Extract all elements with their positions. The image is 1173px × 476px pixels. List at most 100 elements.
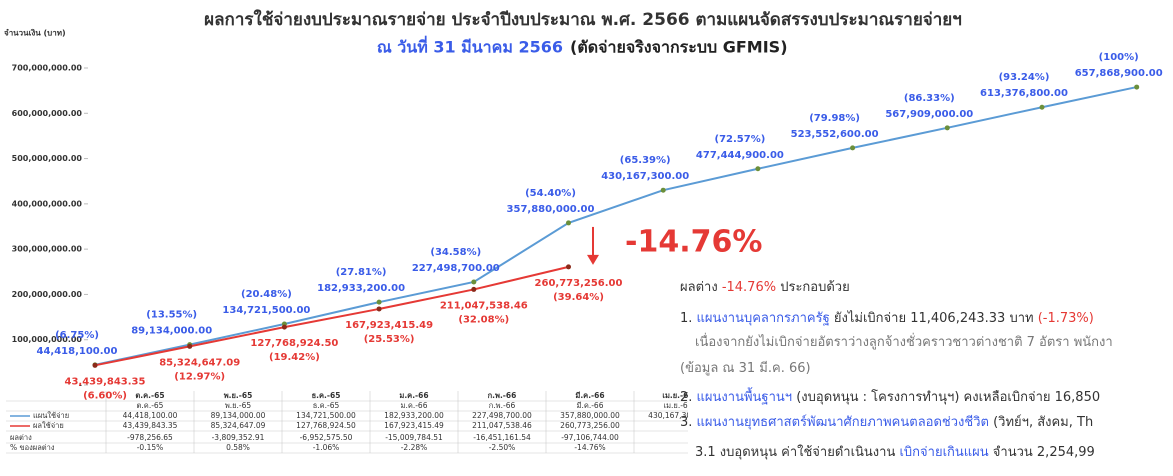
data-point: [376, 306, 382, 312]
percent-label: (25.53%): [364, 334, 415, 345]
table-cell: 43,439,843.35: [123, 421, 178, 430]
data-point: [566, 220, 571, 226]
table-cell: 127,768,924.50: [296, 421, 356, 430]
percent-label: (100%): [1099, 52, 1139, 63]
data-point: [376, 299, 382, 305]
y-axis-label: จำนวนเงิน (บาท): [4, 29, 66, 38]
y-tick-label: 500,000,000.00: [12, 154, 83, 163]
x-tick-label: มี.ค.-66: [575, 391, 604, 400]
value-label: 357,880,000.00: [507, 204, 595, 215]
value-label: 260,773,256.00: [535, 278, 623, 289]
annotation: -14.76%: [625, 225, 762, 260]
table-row-label: ผลต่าง: [10, 433, 32, 442]
note-segment: (ข้อมูล ณ 31 มี.ค. 66): [680, 360, 811, 376]
note-line: 2. แผนงานพื้นฐานฯ (งบอุดหนุน : โครงการทำ…: [680, 387, 1100, 405]
note-segment: 3.: [680, 415, 697, 430]
value-label: 657,868,900.00: [1075, 68, 1163, 79]
table-header: ม.ค.-66: [401, 401, 428, 410]
percent-label: (86.33%): [904, 93, 955, 104]
table-header: พ.ย.-65: [225, 401, 252, 410]
note-segment: ผลต่าง: [680, 280, 722, 295]
table-cell: 182,933,200.00: [384, 411, 444, 420]
data-point: [660, 187, 666, 193]
value-label: 227,498,700.00: [412, 263, 500, 274]
table-cell: 430,167,300.00: [648, 411, 708, 420]
percent-label: (32.08%): [458, 314, 509, 325]
data-point: [471, 286, 477, 292]
data-point: [187, 343, 193, 349]
data-point: [944, 125, 950, 131]
percent-label: (6.60%): [83, 390, 127, 401]
value-label: 167,923,415.49: [345, 320, 433, 331]
note-line: เนื่องจากยังไม่เบิกจ่ายอัตราว่างลูกจ้างช…: [695, 333, 1113, 350]
table-row-label: % ของผลต่าง: [10, 443, 55, 452]
x-tick-label: เม.ย.-66: [662, 391, 693, 400]
table-cell: 85,324,647.09: [211, 421, 266, 430]
table-cell: 89,134,000.00: [211, 411, 266, 420]
table-cell: 357,880,000.00: [560, 411, 620, 420]
note-segment: 1.: [680, 311, 697, 326]
table-cell: -2.50%: [489, 443, 516, 452]
table-cell: -978,256.65: [127, 433, 173, 442]
percent-label: (27.81%): [336, 267, 387, 278]
table-cell: 44,418,100.00: [123, 411, 178, 420]
value-label: 127,768,924.50: [250, 338, 338, 349]
percent-label: (12.97%): [174, 371, 225, 382]
legend-label: แผนใช้จ่าย: [33, 411, 69, 420]
note-segment: (งบอุดหนุน : โครงการทำนุฯ) คงเหลือเบิกจ่…: [792, 389, 1100, 405]
x-tick-label: ก.พ.-66: [488, 391, 517, 400]
table-cell: -3,809,352.91: [212, 433, 265, 442]
table-cell: -14.76%: [574, 443, 605, 452]
table-header: มี.ค.-66: [576, 401, 603, 410]
value-label: 89,134,000.00: [131, 326, 212, 337]
table-header: ธ.ค.-65: [313, 401, 340, 410]
percent-label: (34.58%): [430, 247, 481, 258]
note-line: 3. แผนงานยุทธศาสตร์พัฒนาศักยภาพคนตลอดช่ว…: [680, 414, 1093, 430]
table-cell: 0.58%: [226, 443, 250, 452]
series-line: [94, 265, 569, 367]
table-cell: -2.28%: [401, 443, 428, 452]
table-cell: -16,451,161.54: [473, 433, 531, 442]
data-point: [1134, 84, 1140, 90]
arrow-head: [587, 254, 599, 265]
percent-label: (39.64%): [553, 292, 604, 303]
data-point: [92, 362, 98, 368]
percent-label: (19.42%): [269, 352, 320, 363]
chart-subtitle: ณ วันที่ 31 มีนาคม 2566: [377, 36, 563, 57]
table-cell: -0.15%: [137, 443, 164, 452]
value-label: 85,324,647.09: [159, 357, 240, 368]
table-cell: 167,923,415.49: [384, 421, 444, 430]
y-tick-label: -: [79, 381, 82, 390]
y-tick-label: 100,000,000.00: [12, 335, 83, 344]
percent-label: (79.98%): [809, 113, 860, 124]
table-header: ก.พ.-66: [489, 401, 516, 410]
note-line: (ข้อมูล ณ 31 มี.ค. 66): [680, 360, 811, 376]
note-segment: แผนงานบุคลากรภาครัฐ: [697, 311, 830, 326]
note-segment: -14.76%: [722, 280, 776, 295]
percent-label: (6.75%): [55, 330, 99, 341]
table-cell: -1.06%: [313, 443, 340, 452]
note-segment: ยังไม่เบิกจ่าย 11,406,243.33 บาท: [830, 310, 1038, 326]
data-point: [471, 279, 477, 285]
note-line: 1. แผนงานบุคลากรภาครัฐ ยังไม่เบิกจ่าย 11…: [680, 310, 1094, 326]
notes: ผลต่าง -14.76% ประกอบด้วย 1. แผนงานบุคลาก…: [680, 280, 1113, 460]
value-label: 523,552,600.00: [791, 129, 879, 140]
x-tick-label: ธ.ค.-65: [312, 391, 341, 400]
percent-label: (54.40%): [525, 188, 576, 199]
y-tick-label: 300,000,000.00: [12, 245, 83, 254]
data-point: [850, 145, 856, 151]
value-label: 44,418,100.00: [37, 346, 118, 357]
note-segment: 2.: [680, 390, 697, 405]
value-label: 43,439,843.35: [65, 376, 146, 387]
table-cell: 211,047,538.46: [472, 421, 532, 430]
table-cell: -15,009,784.51: [385, 433, 443, 442]
y-tick-label: 600,000,000.00: [12, 109, 83, 118]
y-tick-label: 400,000,000.00: [12, 199, 83, 208]
note-segment: ประกอบด้วย: [776, 280, 850, 295]
table-header: ต.ค.-65: [137, 401, 164, 410]
chart-subtitle-note: (ตัดจ่ายจริงจากระบบ GFMIS): [570, 38, 788, 57]
note-segment: จำนวน 2,254,99: [989, 445, 1095, 460]
table-cell: 227,498,700.00: [472, 411, 532, 420]
x-tick-label: พ.ย.-65: [224, 391, 253, 400]
